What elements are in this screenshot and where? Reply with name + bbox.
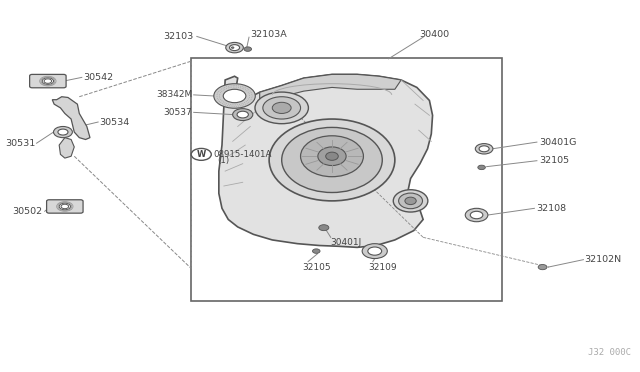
Ellipse shape <box>282 128 382 193</box>
Text: 30502: 30502 <box>13 207 43 216</box>
Text: J32 000C: J32 000C <box>588 348 630 357</box>
Circle shape <box>58 129 68 135</box>
Text: 32103: 32103 <box>163 32 194 41</box>
Circle shape <box>191 148 211 160</box>
Ellipse shape <box>269 119 395 201</box>
Text: (1): (1) <box>217 156 229 165</box>
Ellipse shape <box>326 152 339 160</box>
Ellipse shape <box>318 147 346 166</box>
FancyBboxPatch shape <box>47 200 83 213</box>
Circle shape <box>470 211 483 219</box>
Polygon shape <box>52 97 90 140</box>
Circle shape <box>226 42 243 53</box>
Text: 30401J: 30401J <box>331 238 362 247</box>
Text: 32105: 32105 <box>302 263 330 272</box>
Ellipse shape <box>405 197 416 205</box>
Text: W: W <box>196 150 206 159</box>
Circle shape <box>233 109 253 121</box>
Text: 30537: 30537 <box>164 108 193 117</box>
Ellipse shape <box>255 92 308 124</box>
Text: 32103A: 32103A <box>250 30 287 39</box>
Text: 32109: 32109 <box>369 263 397 272</box>
Circle shape <box>223 89 246 103</box>
Text: 30400: 30400 <box>419 30 449 39</box>
Circle shape <box>214 84 255 108</box>
Text: 30534: 30534 <box>99 118 130 126</box>
Text: 32105: 32105 <box>540 156 570 165</box>
Circle shape <box>319 225 329 231</box>
Text: 08915-1401A: 08915-1401A <box>214 150 272 159</box>
Bar <box>191 58 502 301</box>
Text: 30531: 30531 <box>5 139 35 148</box>
Text: 32108: 32108 <box>536 204 566 213</box>
Ellipse shape <box>263 97 301 119</box>
Polygon shape <box>260 74 401 100</box>
Circle shape <box>362 244 387 259</box>
Circle shape <box>244 47 252 51</box>
Ellipse shape <box>393 190 428 212</box>
Circle shape <box>478 165 485 170</box>
Circle shape <box>42 78 54 84</box>
Circle shape <box>465 208 488 222</box>
Ellipse shape <box>272 102 291 113</box>
Text: 38342M: 38342M <box>156 90 193 99</box>
Circle shape <box>230 45 239 51</box>
FancyBboxPatch shape <box>29 74 66 88</box>
Text: 30401G: 30401G <box>540 138 577 147</box>
Circle shape <box>476 144 493 154</box>
Circle shape <box>54 126 72 138</box>
Polygon shape <box>59 138 74 158</box>
Circle shape <box>232 47 234 48</box>
Ellipse shape <box>399 193 422 209</box>
Circle shape <box>479 146 489 152</box>
Text: 30542: 30542 <box>84 73 114 82</box>
Circle shape <box>237 111 248 118</box>
Text: 32102N: 32102N <box>585 255 622 264</box>
Circle shape <box>368 247 381 255</box>
Circle shape <box>59 203 70 210</box>
Circle shape <box>538 264 547 270</box>
Circle shape <box>44 79 52 83</box>
Circle shape <box>61 204 68 209</box>
Ellipse shape <box>301 136 364 177</box>
Circle shape <box>312 249 320 253</box>
Polygon shape <box>219 74 433 247</box>
